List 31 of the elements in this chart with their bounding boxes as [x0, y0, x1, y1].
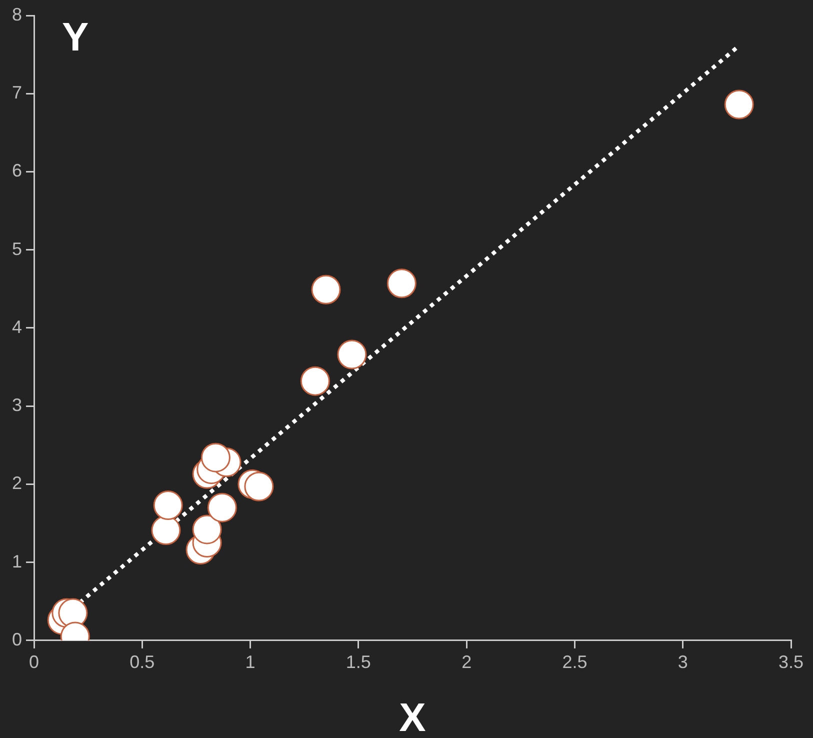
point: [151, 516, 181, 546]
x-tick-label: 1: [245, 652, 256, 672]
point: [300, 366, 330, 396]
point: [153, 490, 183, 520]
x-tick-label: 3.5: [778, 652, 804, 672]
point: [58, 598, 88, 628]
point: [200, 442, 230, 472]
x-tick-label: 1.5: [346, 652, 371, 672]
point: [207, 492, 237, 522]
y-tick-label: 8: [12, 4, 22, 24]
x-tick-label: 0: [29, 652, 40, 672]
y-tick-label: 4: [12, 316, 22, 337]
point: [192, 514, 222, 544]
y-tick-label: 6: [12, 160, 22, 181]
y-tick-label: 3: [12, 395, 22, 416]
x-tick-label: 3: [678, 652, 688, 672]
y-tick-label: 2: [12, 473, 22, 494]
x-tick-label: 2: [462, 652, 472, 672]
x-tick-label: 2.5: [562, 652, 588, 672]
point: [386, 268, 416, 298]
point: [311, 274, 341, 304]
y-tick-label: 0: [12, 629, 22, 650]
x-tick-label: 0.5: [130, 652, 155, 672]
y-tick-label: 7: [12, 82, 22, 103]
point: [244, 472, 274, 502]
y-tick-label: 1: [12, 551, 22, 572]
point: [337, 340, 367, 370]
y-tick-label: 5: [12, 238, 22, 259]
y-axis-title: Y: [62, 16, 90, 60]
x-axis-title: X: [399, 696, 426, 738]
point: [724, 90, 754, 120]
